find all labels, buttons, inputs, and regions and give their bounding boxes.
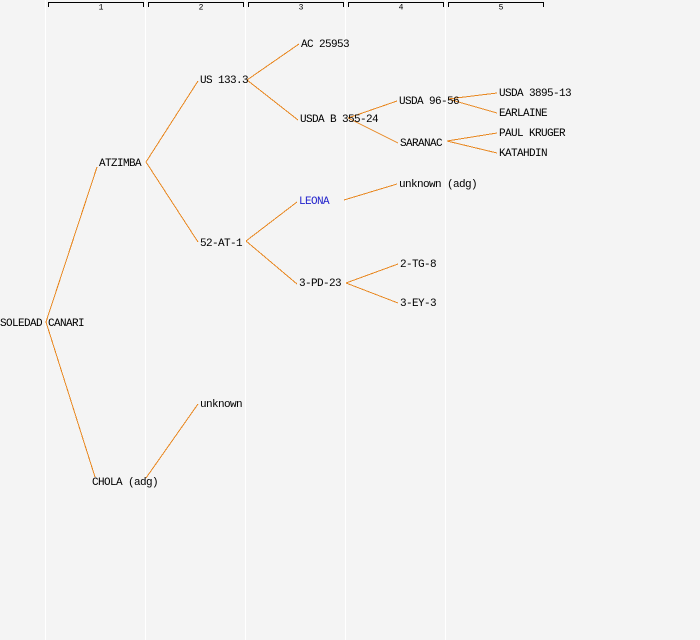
node-paul-kruger[interactable]: PAUL KRUGER — [499, 128, 567, 140]
generation-bracket — [48, 2, 144, 7]
pedigree-edge — [347, 100, 398, 119]
node-saranac[interactable]: SARANAC — [400, 138, 444, 150]
node-usda-b-355-24[interactable]: USDA B 355-24 — [300, 114, 380, 126]
node-ac-25953[interactable]: AC 25953 — [301, 39, 350, 51]
pedigree-edge — [447, 92, 498, 100]
generation-number: 4 — [399, 4, 404, 13]
generation-bracket — [348, 2, 444, 7]
pedigree-edge — [45, 166, 98, 323]
generation-number: 5 — [499, 4, 504, 13]
node-katahdin[interactable]: KATAHDIN — [499, 148, 548, 160]
generation-header: 1 2 3 4 5 — [48, 2, 544, 13]
node-52-at-1[interactable]: 52-AT-1 — [200, 238, 244, 250]
pedigree-edge — [245, 240, 298, 285]
node-unknown-adg[interactable]: unknown (adg) — [399, 179, 478, 191]
pedigree-edge — [345, 263, 399, 284]
node-soledad-canari[interactable]: SOLEDAD CANARI — [0, 318, 85, 330]
node-2-tg-8[interactable]: 2-TG-8 — [400, 259, 437, 271]
node-earlaine[interactable]: EARLAINE — [499, 108, 549, 120]
generation-number: 1 — [99, 4, 104, 13]
generation-bracket — [248, 2, 344, 7]
pedigree-nodes: SOLEDAD CANARI ATZIMBA US 133.3 AC 25953… — [0, 39, 572, 489]
pedigree-edge — [145, 161, 199, 243]
generation-separators — [45, 0, 446, 640]
pedigree-edge — [446, 140, 498, 154]
pedigree-edge — [446, 132, 498, 142]
node-3-pd-23[interactable]: 3-PD-23 — [299, 278, 342, 290]
pedigree-edge — [245, 201, 298, 242]
pedigree-edge — [45, 321, 96, 478]
node-us-133-3[interactable]: US 133.3 — [200, 75, 249, 87]
node-chola-adg[interactable]: CHOLA (adg) — [92, 477, 159, 489]
generation-bracket — [448, 2, 544, 7]
pedigree-edges — [45, 43, 498, 479]
pedigree-edge — [246, 43, 300, 81]
node-atzimba[interactable]: ATZIMBA — [99, 158, 143, 170]
generation-number: 2 — [199, 4, 204, 13]
pedigree-edge — [345, 282, 399, 304]
pedigree-edge — [145, 80, 199, 163]
pedigree-edge — [343, 183, 398, 201]
pedigree-edge — [347, 117, 399, 144]
pedigree-edge — [246, 79, 299, 121]
generation-number: 3 — [299, 4, 304, 13]
pedigree-edge — [447, 98, 498, 114]
pedigree-edge — [145, 403, 199, 479]
node-usda-96-56[interactable]: USDA 96-56 — [399, 96, 460, 108]
node-3-ey-3[interactable]: 3-EY-3 — [400, 298, 437, 310]
node-unknown[interactable]: unknown — [200, 399, 243, 411]
node-leona[interactable]: LEONA — [299, 196, 331, 208]
node-usda-3895-13[interactable]: USDA 3895-13 — [499, 88, 572, 100]
generation-bracket — [148, 2, 244, 7]
